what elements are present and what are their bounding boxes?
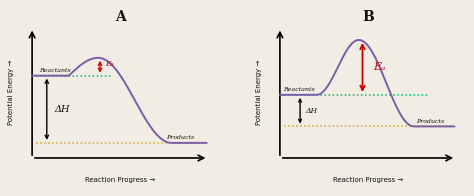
Text: Products: Products [166, 135, 194, 140]
Text: Potential Energy →: Potential Energy → [8, 59, 14, 125]
Text: ΔH: ΔH [306, 107, 318, 115]
Title: A: A [115, 10, 126, 24]
Text: Eₐ: Eₐ [106, 60, 114, 68]
Text: Eₐ: Eₐ [374, 62, 386, 73]
Text: Reactants: Reactants [39, 68, 71, 73]
Title: B: B [362, 10, 374, 24]
Text: Potential Energy →: Potential Energy → [255, 59, 262, 125]
Text: Reaction Progress →: Reaction Progress → [333, 177, 403, 183]
Text: Reaction Progress →: Reaction Progress → [85, 177, 155, 183]
Text: ΔH: ΔH [54, 105, 70, 114]
Text: Reactants: Reactants [283, 87, 315, 92]
Text: Products: Products [416, 119, 444, 124]
